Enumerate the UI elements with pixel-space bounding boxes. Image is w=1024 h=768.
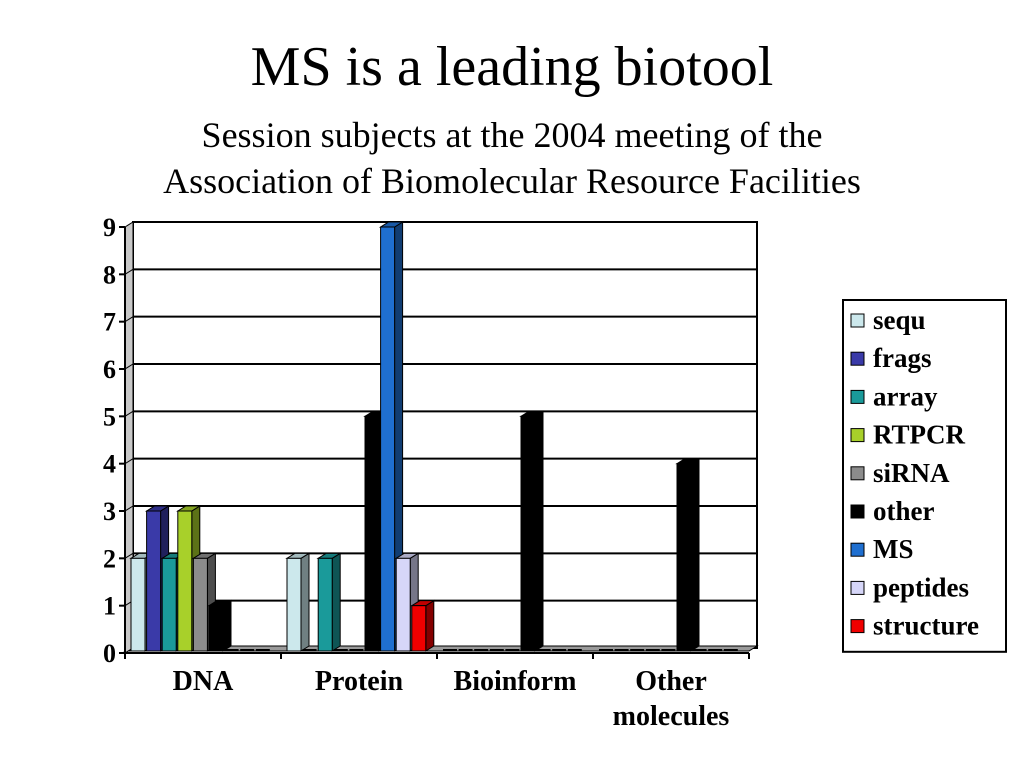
bar	[443, 649, 457, 651]
y-tick-label: 9	[103, 213, 116, 242]
legend-label: peptides	[873, 572, 969, 602]
legend-swatch	[850, 504, 865, 519]
bar	[146, 510, 162, 652]
category-label: Other	[635, 666, 707, 697]
bar	[708, 649, 723, 651]
legend-swatch	[850, 619, 865, 634]
bar	[489, 649, 504, 651]
bar	[723, 649, 738, 651]
legend-label: sequ	[873, 305, 926, 335]
y-tick-label: 2	[103, 544, 116, 573]
category-label: Bioinform	[454, 666, 577, 697]
legend-swatch	[850, 428, 865, 443]
gridline-side	[124, 552, 134, 559]
subtitle-line-2: Association of Biomolecular Resource Fac…	[163, 161, 861, 201]
bar	[411, 605, 427, 652]
gridline-side	[124, 505, 134, 512]
bar	[364, 415, 380, 652]
bar	[614, 649, 629, 651]
bar	[645, 649, 660, 651]
legend-label: other	[873, 496, 934, 526]
gridline-side	[124, 410, 134, 417]
legend-label: RTPCR	[873, 420, 966, 450]
bar-side	[534, 410, 544, 652]
bar	[536, 649, 551, 651]
bar	[349, 649, 364, 651]
y-tick-label: 3	[103, 497, 116, 526]
y-tick-label: 7	[103, 308, 116, 337]
bar	[177, 510, 193, 652]
y-tick-label: 4	[103, 450, 116, 479]
plot-area	[132, 221, 758, 649]
legend-swatch	[850, 542, 865, 557]
y-tick-label: 5	[103, 402, 116, 431]
bar	[692, 649, 707, 651]
bar-side	[331, 552, 341, 652]
bar	[661, 649, 676, 651]
category-label: molecules	[613, 701, 730, 732]
legend-label: MS	[873, 534, 914, 564]
y-tick-label: 8	[103, 260, 116, 289]
bar	[676, 463, 692, 652]
bar	[474, 649, 489, 651]
gridline-side	[124, 268, 134, 275]
bar	[130, 557, 146, 652]
category-label: DNA	[173, 666, 234, 697]
bar	[520, 415, 536, 652]
bar	[505, 649, 520, 651]
bar	[302, 649, 317, 651]
bar-side	[690, 457, 700, 652]
bar	[599, 649, 613, 651]
bar	[458, 649, 473, 651]
bar	[286, 557, 302, 652]
gridline-side	[124, 363, 134, 370]
bar	[255, 649, 270, 651]
bar	[317, 557, 333, 652]
bar-side	[222, 599, 232, 652]
bar-side	[300, 552, 310, 652]
bar	[192, 557, 208, 652]
legend-swatch	[850, 351, 865, 366]
bar	[552, 649, 567, 651]
slide-title: MS is a leading biotool	[250, 36, 774, 98]
bar-side	[425, 599, 435, 652]
bar	[161, 557, 177, 652]
legend-label: siRNA	[873, 458, 950, 488]
legend-label: array	[873, 381, 938, 411]
legend-swatch	[850, 389, 865, 404]
category-label: Protein	[315, 666, 404, 697]
gridline-side	[124, 316, 134, 323]
legend-swatch	[850, 466, 865, 481]
legend-swatch	[850, 580, 865, 595]
bar	[567, 649, 582, 651]
legend-swatch	[850, 313, 865, 328]
bar	[224, 649, 239, 651]
y-tick-label: 6	[103, 355, 116, 384]
y-tick-label: 0	[103, 639, 116, 668]
legend-label: frags	[873, 343, 931, 373]
gridline-side	[124, 458, 134, 465]
legend-box	[842, 299, 1007, 653]
bar	[630, 649, 645, 651]
bar	[395, 557, 411, 652]
y-tick-label: 1	[103, 592, 116, 621]
slide-subtitle: Session subjects at the 2004 meeting of …	[0, 112, 1024, 204]
bar	[333, 649, 348, 651]
bar	[240, 649, 255, 651]
subtitle-line-1: Session subjects at the 2004 meeting of …	[201, 115, 823, 155]
bar	[380, 226, 396, 652]
legend-label: structure	[873, 611, 979, 641]
bar	[208, 605, 224, 652]
